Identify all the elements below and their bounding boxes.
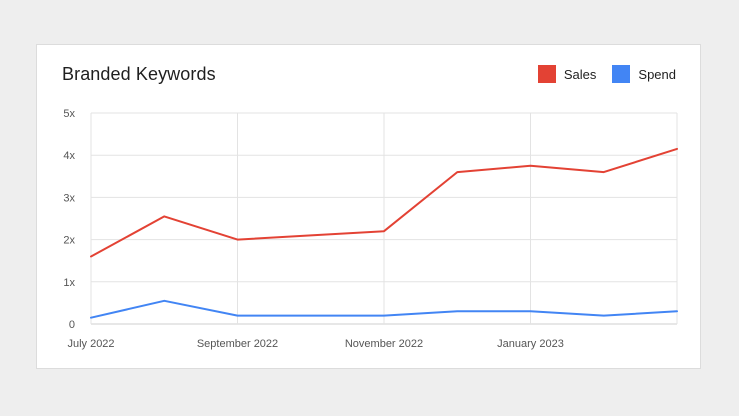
x-tick-label: July 2022 [67, 338, 114, 350]
chart-card: Branded Keywords Sales Spend 0 1x 2x 3x 4x 5x… [36, 44, 701, 369]
legend-swatch-spend [612, 65, 631, 83]
legend-label-spend: Spend [638, 66, 676, 82]
chart-title: Branded Keywords [62, 64, 216, 84]
y-tick-label: 1x [63, 277, 75, 289]
legend: Sales Spend [537, 65, 676, 83]
y-tick-label: 3x [63, 192, 75, 204]
line-chart: 0 1x 2x 3x 4x 5x July 2022 September 2022 Novemb… [63, 108, 678, 350]
x-tick-label: November 2022 [345, 338, 423, 350]
legend-swatch-sales [537, 65, 556, 83]
legend-item-spend[interactable]: Spend [612, 65, 676, 83]
y-tick-label: 0 [69, 319, 75, 331]
series-line-sales [90, 147, 678, 258]
x-tick-label: January 2023 [497, 338, 564, 350]
legend-label-sales: Sales [563, 66, 597, 82]
x-tick-label: September 2022 [197, 338, 278, 350]
legend-item-sales[interactable]: Sales [537, 65, 597, 83]
y-tick-label: 5x [63, 108, 75, 120]
series-line-spend [90, 299, 678, 319]
y-tick-label: 2x [63, 235, 75, 247]
y-tick-label: 4x [63, 150, 75, 162]
